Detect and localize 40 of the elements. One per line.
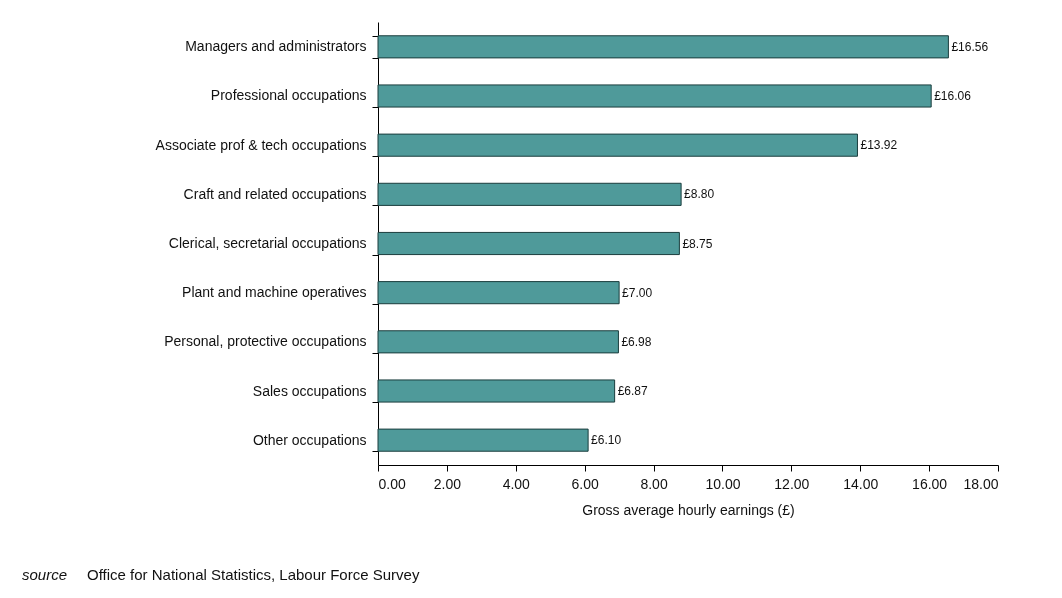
data-label: £16.56 bbox=[951, 39, 989, 54]
y-tick-label: Plant and machine operatives bbox=[182, 284, 367, 301]
x-tick-label: 10.00 bbox=[705, 475, 741, 492]
data-label: £7.00 bbox=[622, 285, 653, 300]
y-tick-label: Craft and related occupations bbox=[183, 185, 367, 202]
y-tick-label: Managers and administrators bbox=[185, 38, 367, 55]
y-tick-label: Clerical, secretarial occupations bbox=[168, 235, 367, 251]
bar bbox=[377, 330, 619, 354]
x-tick-label: 6.00 bbox=[571, 475, 599, 492]
x-tick-label: 2.00 bbox=[433, 475, 462, 492]
y-tick-label: Professional occupations bbox=[210, 87, 367, 104]
x-tick-label: 4.00 bbox=[502, 475, 531, 492]
bar bbox=[377, 231, 680, 256]
data-label: £6.87 bbox=[617, 384, 648, 398]
y-tick-label: Other occupations bbox=[252, 431, 367, 448]
x-tick-label: 12.00 bbox=[774, 475, 810, 492]
data-label: £6.10 bbox=[591, 433, 622, 448]
bar bbox=[377, 133, 858, 157]
x-tick-label: 18.00 bbox=[963, 475, 999, 492]
bar bbox=[377, 281, 620, 305]
y-tick-label: Personal, protective occupations bbox=[164, 333, 367, 350]
text: Office for National Statistics, Labour Force Survey bbox=[87, 566, 420, 583]
data-label: £8.80 bbox=[684, 187, 715, 202]
bar bbox=[377, 379, 616, 403]
x-tick-label: 8.00 bbox=[640, 475, 668, 492]
bar bbox=[377, 182, 682, 206]
bar bbox=[377, 428, 589, 452]
data-label: £16.06 bbox=[934, 89, 972, 103]
x-tick-label: 14.00 bbox=[843, 475, 879, 492]
data-label: £13.92 bbox=[860, 138, 898, 153]
x-tick-label: 0.00 bbox=[378, 475, 406, 492]
x-tick-label: 16.00 bbox=[912, 475, 948, 492]
bar bbox=[377, 35, 949, 59]
y-tick-label: Associate prof & tech occupations bbox=[155, 136, 367, 153]
data-label: £6.98 bbox=[621, 334, 652, 349]
text: source bbox=[22, 566, 68, 583]
x-axis-title: Gross average hourly earnings (£) bbox=[582, 501, 795, 518]
bar bbox=[377, 84, 932, 108]
data-label: £8.75 bbox=[682, 236, 713, 251]
y-tick-label: Sales occupations bbox=[252, 382, 367, 399]
